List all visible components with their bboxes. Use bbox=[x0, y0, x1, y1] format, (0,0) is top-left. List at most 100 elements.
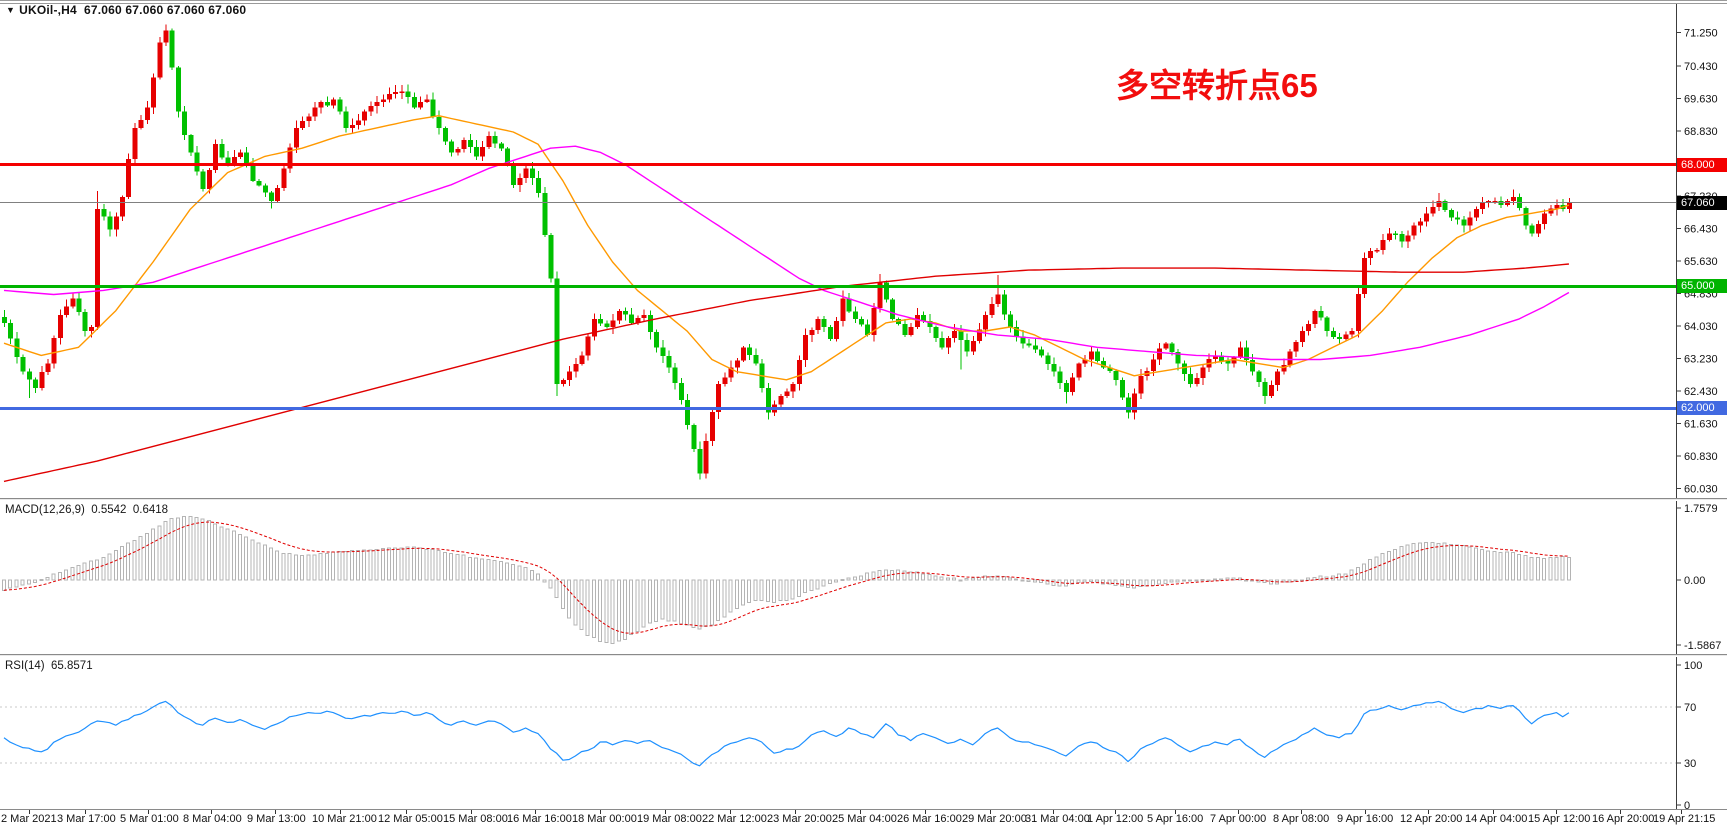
candle-body-down bbox=[604, 323, 610, 327]
time-axis-label: 31 Mar 04:00 bbox=[1025, 813, 1090, 825]
macd-histogram-bar bbox=[1175, 579, 1180, 583]
macd-histogram-bar bbox=[1306, 577, 1311, 581]
candle-body-up bbox=[1157, 348, 1163, 360]
candle-body-down bbox=[194, 152, 200, 172]
macd-histogram-bar bbox=[995, 575, 1000, 581]
main-price-chart[interactable]: 71.25070.43069.63068.83067.23066.43065.6… bbox=[0, 4, 1727, 498]
macd-histogram-bar bbox=[803, 579, 808, 593]
macd-panel[interactable]: 1.7579 0.00 -1.5867 bbox=[0, 501, 1727, 654]
time-axis-tick bbox=[925, 810, 926, 814]
candle-body-up bbox=[610, 320, 616, 327]
macd-histogram-bar bbox=[157, 525, 162, 581]
macd-histogram-bar bbox=[685, 579, 690, 626]
candle-body-up bbox=[790, 383, 796, 392]
time-axis-label: 26 Mar 16:00 bbox=[897, 813, 962, 825]
candle-body-down bbox=[1250, 359, 1256, 372]
candle-body-up bbox=[418, 101, 424, 108]
candle-body-up bbox=[1212, 355, 1218, 360]
panel-splitter[interactable] bbox=[0, 498, 1727, 501]
macd-histogram-bar bbox=[1542, 558, 1547, 581]
candle-body-down bbox=[1181, 363, 1187, 375]
macd-histogram-bar bbox=[976, 577, 981, 581]
time-axis-label: 12 Mar 05:00 bbox=[378, 813, 443, 825]
macd-histogram-bar bbox=[1076, 579, 1081, 583]
candle-body-up bbox=[945, 338, 951, 348]
candle-body-down bbox=[1045, 355, 1051, 365]
macd-histogram-bar bbox=[933, 575, 938, 581]
macd-histogram-bar bbox=[1008, 577, 1013, 581]
macd-histogram-bar bbox=[1566, 556, 1571, 581]
candle-body-up bbox=[1486, 201, 1492, 203]
macd-histogram-bar bbox=[1461, 545, 1466, 581]
candle-body-down bbox=[548, 235, 554, 279]
candle-body-up bbox=[1473, 209, 1479, 218]
macd-axis-label: 1.7579 bbox=[1684, 503, 1718, 515]
candle-body-up bbox=[579, 355, 585, 364]
candle-body-down bbox=[269, 192, 275, 202]
rsi-name: RSI(14) bbox=[5, 660, 45, 672]
macd-histogram-bar bbox=[393, 547, 398, 581]
macd-histogram-bar bbox=[1032, 579, 1037, 583]
macd-histogram-bar bbox=[914, 571, 919, 581]
macd-histogram-bar bbox=[983, 575, 988, 581]
macd-histogram-bar bbox=[908, 571, 913, 581]
macd-histogram-bar bbox=[1361, 563, 1366, 581]
candle-body-up bbox=[573, 363, 579, 372]
macd-histogram-bar bbox=[39, 579, 44, 582]
macd-histogram-bar bbox=[76, 565, 81, 581]
time-axis-tick bbox=[340, 810, 341, 814]
macd-histogram-bar bbox=[585, 579, 590, 636]
rsi-panel[interactable]: 100 70 30 0 bbox=[0, 657, 1727, 809]
candle-body-down bbox=[1001, 294, 1007, 315]
macd-histogram-bar bbox=[293, 554, 298, 581]
candle-body-up bbox=[1076, 363, 1082, 378]
candle-body-down bbox=[765, 387, 771, 413]
candle-body-down bbox=[498, 143, 504, 149]
candle-body-down bbox=[1008, 314, 1014, 327]
candle-body-up bbox=[784, 391, 790, 397]
candle-body-up bbox=[1542, 213, 1548, 225]
macd-histogram-bar bbox=[95, 559, 100, 581]
candle-body-up bbox=[132, 127, 138, 159]
macd-histogram-bar bbox=[1244, 579, 1248, 582]
macd-histogram-bar bbox=[138, 536, 143, 581]
dropdown-triangle-icon[interactable]: ▼ bbox=[6, 5, 16, 15]
macd-axis-label: 0.00 bbox=[1684, 575, 1705, 587]
macd-histogram-bar bbox=[20, 579, 25, 586]
macd-histogram-bar bbox=[939, 576, 944, 581]
rsi-line bbox=[3, 700, 1570, 767]
macd-histogram-bar bbox=[51, 573, 56, 581]
macd-histogram-bar bbox=[846, 577, 851, 581]
price-axis-label: 63.230 bbox=[1684, 353, 1718, 365]
macd-histogram-bar bbox=[399, 547, 404, 581]
candle-body-down bbox=[82, 312, 88, 332]
macd-histogram-bar bbox=[523, 567, 528, 581]
macd-histogram-bar bbox=[237, 534, 242, 581]
macd-histogram-bar bbox=[1163, 579, 1168, 584]
candle-body-up bbox=[995, 294, 1001, 304]
macd-histogram-bar bbox=[300, 554, 305, 581]
candle-body-up bbox=[1287, 351, 1293, 366]
macd-histogram-bar bbox=[877, 569, 882, 581]
macd-histogram-bar bbox=[958, 579, 963, 582]
candle-body-down bbox=[244, 152, 250, 164]
candle-body-up bbox=[355, 120, 361, 126]
candle-body-up bbox=[871, 307, 877, 336]
candle-body-down bbox=[747, 347, 753, 355]
macd-histogram-bar bbox=[1039, 579, 1044, 583]
rsi-axis-label: 100 bbox=[1684, 660, 1702, 672]
candle-body-up bbox=[591, 318, 597, 337]
macd-histogram-bar bbox=[467, 556, 472, 581]
candle-body-up bbox=[1554, 205, 1560, 209]
window-top-edge bbox=[0, 0, 1727, 4]
chinese-annotation-text[interactable]: 多空转折点65 bbox=[1116, 67, 1318, 104]
candle-body-up bbox=[1479, 201, 1485, 210]
time-axis[interactable]: 2 Mar 2021 3 Mar 17:00 5 Mar 01:00 8 Mar 04… bbox=[0, 810, 1727, 831]
price-level-badge-62: 62.000 bbox=[1677, 401, 1727, 416]
macd-histogram-bar bbox=[573, 579, 578, 626]
macd-histogram-bar bbox=[1070, 579, 1075, 585]
candle-body-up bbox=[318, 102, 324, 108]
panel-splitter[interactable] bbox=[0, 654, 1727, 657]
macd-histogram-bar bbox=[424, 548, 429, 581]
macd-histogram-bar bbox=[349, 550, 354, 581]
